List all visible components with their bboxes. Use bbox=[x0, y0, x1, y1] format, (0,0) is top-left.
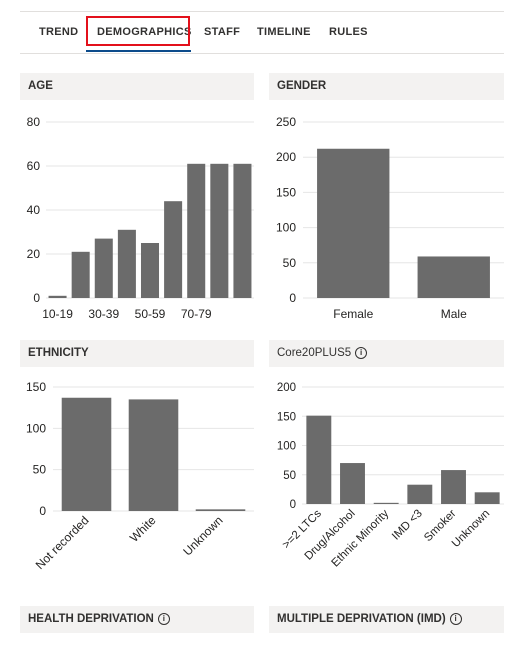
bar bbox=[187, 163, 206, 298]
y-tick-label: 200 bbox=[276, 150, 296, 164]
bar bbox=[48, 295, 67, 298]
y-tick-label: 150 bbox=[277, 411, 296, 423]
x-tick-label: 50-59 bbox=[135, 307, 166, 321]
y-tick-label: 0 bbox=[290, 499, 296, 511]
tab-demographics[interactable]: DEMOGRAPHICS bbox=[97, 26, 192, 38]
x-tick-label: 30-39 bbox=[88, 307, 119, 321]
info-icon[interactable]: i bbox=[157, 613, 170, 625]
bar bbox=[417, 256, 490, 298]
card-title: GENDER bbox=[277, 80, 327, 92]
active-tab-outline bbox=[86, 16, 190, 46]
bar bbox=[441, 470, 466, 504]
bar bbox=[195, 509, 246, 511]
bar bbox=[233, 163, 252, 298]
x-tick-label: IMD <3 bbox=[390, 508, 425, 543]
bar bbox=[164, 201, 183, 298]
bar bbox=[140, 243, 160, 298]
y-tick-label: 150 bbox=[26, 380, 46, 394]
bar bbox=[71, 251, 90, 298]
y-tick-label: 150 bbox=[276, 185, 296, 199]
core20-card-header: Core20PLUS5 i bbox=[269, 340, 504, 367]
y-tick-label: 0 bbox=[289, 291, 296, 305]
active-tab-underline bbox=[86, 50, 191, 52]
tab-timeline[interactable]: TIMELINE bbox=[257, 26, 311, 38]
bar bbox=[340, 463, 365, 504]
y-tick-label: 200 bbox=[277, 382, 296, 394]
top-divider bbox=[20, 11, 504, 12]
info-icon[interactable]: i bbox=[355, 347, 368, 359]
bar bbox=[117, 229, 136, 298]
core20-card: Core20PLUS5 i bbox=[269, 340, 504, 590]
card-title: MULTIPLE DEPRIVATION (IMD) bbox=[277, 613, 446, 625]
bar bbox=[407, 484, 433, 504]
y-tick-label: 0 bbox=[39, 504, 46, 518]
multiple-deprivation-card: MULTIPLE DEPRIVATION (IMD) i bbox=[269, 606, 504, 646]
health-deprivation-card-header: HEALTH DEPRIVATION i bbox=[20, 606, 254, 633]
bar bbox=[306, 415, 332, 504]
gender-card: GENDER bbox=[269, 73, 504, 333]
y-tick-label: 40 bbox=[27, 203, 41, 217]
y-tick-label: 250 bbox=[276, 115, 296, 129]
x-tick-label: 70-79 bbox=[181, 307, 212, 321]
multiple-deprivation-card-header: MULTIPLE DEPRIVATION (IMD) i bbox=[269, 606, 504, 633]
y-tick-label: 100 bbox=[26, 421, 46, 435]
tab-bar: TREND DEMOGRAPHICS STAFF TIMELINE RULES bbox=[20, 12, 504, 54]
age-card: AGE bbox=[20, 73, 254, 333]
bar bbox=[317, 148, 390, 298]
card-title: AGE bbox=[28, 80, 53, 92]
y-tick-label: 50 bbox=[283, 470, 296, 482]
ethnicity-card: ETHNICITY bbox=[20, 340, 254, 590]
y-tick-label: 100 bbox=[277, 441, 296, 453]
card-title: HEALTH DEPRIVATION bbox=[28, 613, 154, 625]
bar bbox=[94, 238, 113, 298]
ethnicity-card-header: ETHNICITY bbox=[20, 340, 254, 367]
health-deprivation-card: HEALTH DEPRIVATION i bbox=[20, 606, 254, 646]
bar bbox=[61, 397, 112, 511]
y-tick-label: 50 bbox=[283, 256, 297, 270]
tab-staff[interactable]: STAFF bbox=[204, 26, 241, 38]
y-tick-label: 100 bbox=[276, 221, 296, 235]
tab-rules[interactable]: RULES bbox=[329, 26, 368, 38]
gender-card-header: GENDER bbox=[269, 73, 504, 100]
bar bbox=[128, 399, 179, 511]
y-tick-label: 80 bbox=[27, 115, 41, 129]
tab-trend[interactable]: TREND bbox=[39, 26, 79, 38]
info-icon[interactable]: i bbox=[449, 613, 462, 625]
age-card-header: AGE bbox=[20, 73, 254, 100]
y-tick-label: 50 bbox=[33, 463, 47, 477]
x-tick-label: Female bbox=[333, 307, 373, 321]
y-tick-label: 60 bbox=[27, 159, 41, 173]
y-tick-label: 20 bbox=[27, 247, 41, 261]
bar bbox=[373, 502, 399, 504]
y-tick-label: 0 bbox=[33, 291, 40, 305]
bar bbox=[210, 163, 229, 298]
bar bbox=[474, 492, 500, 504]
card-title: Core20PLUS5 bbox=[277, 347, 352, 359]
x-tick-label: 10-19 bbox=[42, 307, 73, 321]
card-title: ETHNICITY bbox=[28, 347, 89, 359]
x-tick-label: Male bbox=[441, 307, 467, 321]
